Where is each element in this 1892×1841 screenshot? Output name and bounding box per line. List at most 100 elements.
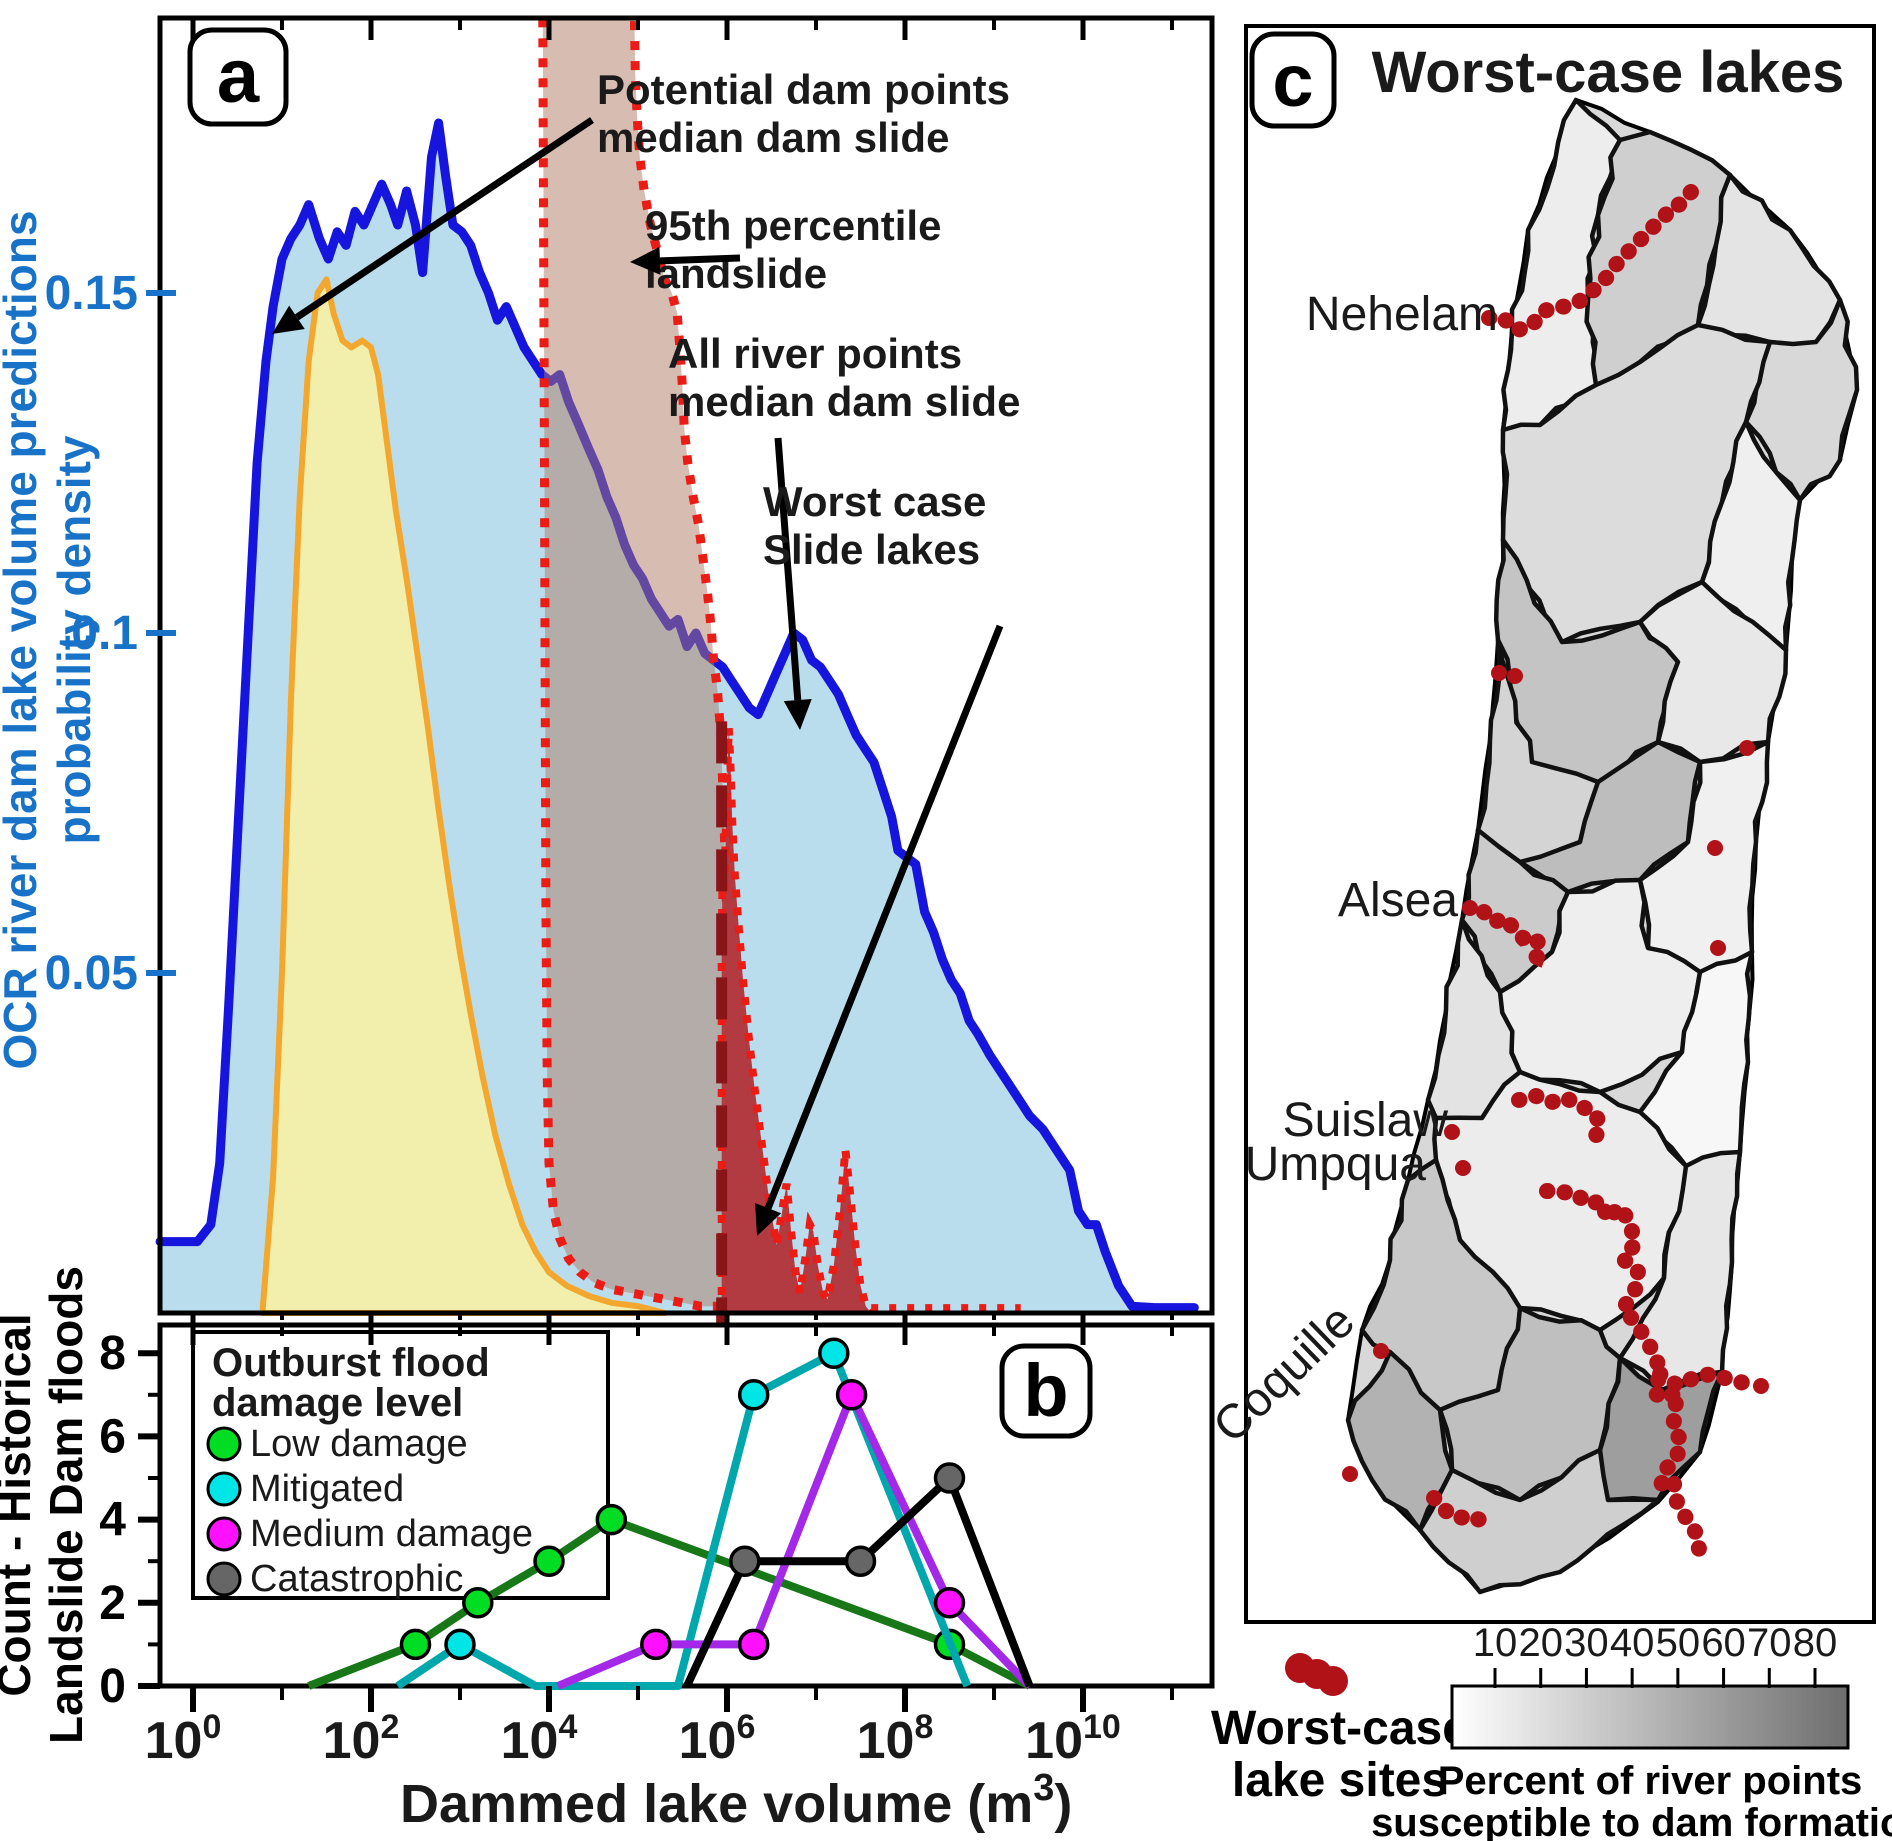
- colorbar-tick-label: 70: [1747, 1621, 1792, 1665]
- legend-item: Mitigated: [206, 1468, 404, 1510]
- y-tick-label-panel-a: 0.1: [71, 607, 138, 660]
- colorbar-tick-label: 80: [1793, 1621, 1838, 1665]
- panel-b-y-title-line2: Landslide Dam floods: [40, 1266, 92, 1744]
- colorbar-tick-label: 10: [1473, 1621, 1518, 1665]
- watershed-polygon: [1345, 1349, 1455, 1533]
- colorbar-tick-label: 50: [1656, 1621, 1701, 1665]
- lake-site-dot: [1462, 900, 1478, 916]
- x-tick-label: 106: [679, 1708, 756, 1770]
- river-label: Umpqua: [1245, 1138, 1427, 1191]
- x-tick-label: 102: [323, 1708, 400, 1770]
- panel-a-label: a: [217, 34, 260, 119]
- legend-marker: [206, 1426, 242, 1462]
- y-tick-label: 0: [99, 1660, 126, 1713]
- legend-item: Catastrophic: [206, 1558, 463, 1600]
- lake-site-dot: [1444, 1124, 1460, 1140]
- legend-title-line1: Outburst flood: [212, 1341, 490, 1385]
- legend-item: Medium damage: [206, 1513, 533, 1555]
- lake-site-dot: [1710, 940, 1726, 956]
- annotation-arrow-line: [294, 117, 594, 321]
- x-tick-label: 1010: [1025, 1708, 1121, 1770]
- panel-a-label-box: [187, 27, 289, 127]
- annotation-text: median dam slide: [597, 114, 949, 161]
- watershed-polygon: [1425, 917, 1523, 1122]
- lake-site-dot: [1507, 668, 1523, 684]
- annotation-arrow-head: [272, 305, 305, 334]
- data-point-marker: [835, 1379, 868, 1411]
- x-axis-title: Dammed lake volume (m3): [400, 1767, 1072, 1834]
- watershed-polygon: [1437, 1305, 1623, 1503]
- lake-site-dot: [1707, 840, 1723, 856]
- legend-item: Low damage: [206, 1423, 468, 1465]
- lake-site-chain: [1426, 1490, 1488, 1528]
- river-label: Alsea: [1338, 874, 1458, 927]
- worst-case-outline: [717, 728, 875, 1316]
- watershed-polygon: [1517, 739, 1703, 895]
- panel-b-y-title-line1: Count - Historical: [0, 1313, 40, 1696]
- annotation-arrow-head: [783, 699, 812, 730]
- series-line: [556, 1390, 1033, 1690]
- x-tick-label: 100: [145, 1708, 222, 1770]
- lake-site-dot: [1739, 740, 1755, 756]
- annotation-text: Slide lakes: [763, 526, 980, 573]
- data-point-marker: [533, 1545, 565, 1577]
- lake-site-dot: [1373, 1343, 1389, 1359]
- panel-c: Worst-case lakes c Nehelam Alsea SuislawUmpq…: [1203, 24, 1892, 1841]
- x-tick-label: 104: [501, 1708, 578, 1770]
- legend-item-label: Catastrophic: [250, 1558, 463, 1600]
- annotation-text: 95th percentile: [645, 202, 941, 249]
- watershed-map: [1342, 97, 1860, 1595]
- watershed-polygon: [1497, 877, 1703, 1095]
- lake-site-chain: [1511, 1087, 1609, 1150]
- data-point-marker: [737, 1628, 770, 1661]
- panel-a-y-title-line1: OCR river dam lake volume predictions: [0, 211, 46, 1070]
- y-tick-label: 6: [99, 1410, 126, 1463]
- x-tick-label: 108: [857, 1708, 934, 1770]
- lake-site-chain: [1652, 1365, 1752, 1394]
- series-catastrophic: [683, 1462, 1034, 1688]
- p95-landslide-area: [542, 18, 731, 1307]
- lake-site-dot: [1455, 1160, 1471, 1176]
- legend-item-label: Mitigated: [250, 1468, 404, 1510]
- legend-item-label: Medium damage: [250, 1513, 533, 1555]
- annotation-arrow-head: [630, 246, 661, 275]
- colorbar: [1450, 1684, 1850, 1750]
- river-label: Nehelam: [1306, 288, 1498, 341]
- data-point-marker: [399, 1628, 432, 1661]
- watershed-polygon: [1417, 1447, 1661, 1595]
- river-label: Suislaw: [1283, 1094, 1449, 1147]
- y-tick-label-panel-a: 0.15: [45, 267, 138, 320]
- annotation-arrow-line: [774, 437, 802, 701]
- colorbar-tick-label: 20: [1518, 1621, 1563, 1665]
- panel-b-label: b: [1023, 1349, 1068, 1432]
- annotation-text: median dam slide: [668, 378, 1020, 425]
- sites-label-line1: Worst-case: [1211, 1702, 1469, 1755]
- y-tick-label: 4: [99, 1494, 126, 1547]
- legend-marker: [206, 1561, 242, 1597]
- lake-site-chain: [1539, 1183, 1708, 1567]
- colorbar-caption-line2: susceptible to dam formation: [1371, 1801, 1892, 1841]
- data-point-marker: [729, 1545, 761, 1577]
- panel-c-label-box: [1249, 31, 1337, 129]
- panel-a-y-title-line2: probability density: [48, 435, 100, 844]
- panel-c-title: Worst-case lakes: [1372, 40, 1845, 105]
- annotation-text: All river points: [668, 330, 962, 377]
- data-point-marker: [737, 1379, 770, 1411]
- y-tick-label: 8: [99, 1327, 126, 1380]
- annotation-text: Potential dam points: [597, 66, 1010, 113]
- panel-b-label-box: [999, 1343, 1093, 1439]
- sites-label-line2: lake sites: [1232, 1754, 1448, 1807]
- data-point-marker: [462, 1587, 494, 1619]
- annotation-text: Worst case: [763, 478, 986, 525]
- legend-site-dot: [1318, 1666, 1348, 1696]
- annotation-arrow-head: [755, 1202, 782, 1236]
- legend-title-line2: damage level: [212, 1381, 463, 1425]
